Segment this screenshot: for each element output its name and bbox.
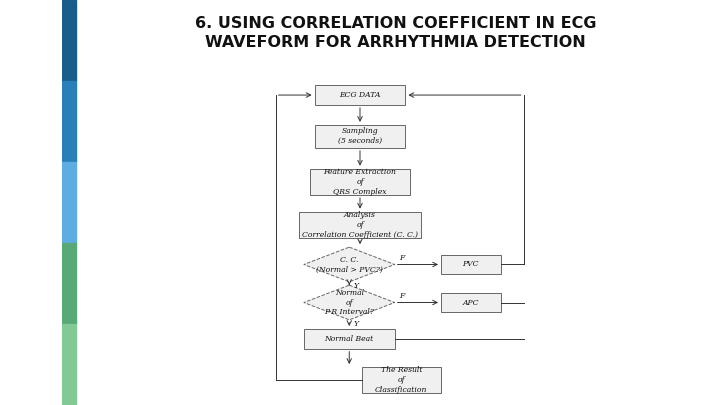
Text: WAVEFORM FOR ARRHYTHMIA DETECTION: WAVEFORM FOR ARRHYTHMIA DETECTION — [205, 36, 586, 51]
Text: Y: Y — [354, 281, 359, 290]
FancyBboxPatch shape — [310, 168, 410, 195]
Text: Feature Extraction
of
QRS Complex: Feature Extraction of QRS Complex — [323, 168, 397, 196]
Text: 6. USING CORRELATION COEFFICIENT IN ECG: 6. USING CORRELATION COEFFICIENT IN ECG — [195, 16, 596, 31]
Bar — [63, 162, 76, 243]
Text: APC: APC — [462, 298, 479, 307]
FancyBboxPatch shape — [299, 211, 421, 238]
Text: Sampling
(5 seconds): Sampling (5 seconds) — [338, 128, 382, 145]
Bar — [63, 243, 76, 324]
Bar — [63, 0, 76, 81]
Text: F: F — [399, 292, 404, 300]
Text: ECG DATA: ECG DATA — [339, 91, 381, 99]
Bar — [63, 81, 76, 162]
FancyBboxPatch shape — [315, 125, 405, 148]
FancyBboxPatch shape — [441, 255, 500, 275]
Bar — [63, 324, 76, 405]
Text: The Result
of
Classification: The Result of Classification — [375, 367, 428, 394]
Text: F: F — [399, 254, 404, 262]
FancyBboxPatch shape — [315, 85, 405, 105]
FancyBboxPatch shape — [441, 292, 500, 312]
Text: Analysis
of
Correlation Coefficient (C. C.): Analysis of Correlation Coefficient (C. … — [302, 211, 418, 239]
Text: Normal
of
P-R Interval?: Normal of P-R Interval? — [324, 289, 374, 316]
Text: Y: Y — [354, 320, 359, 328]
Polygon shape — [304, 285, 395, 320]
Text: PVC: PVC — [462, 260, 479, 269]
Text: Normal Beat: Normal Beat — [325, 335, 374, 343]
FancyBboxPatch shape — [304, 329, 395, 349]
FancyBboxPatch shape — [362, 367, 441, 393]
Text: C. C.
(Normal > PVC?): C. C. (Normal > PVC?) — [316, 256, 383, 273]
Polygon shape — [304, 247, 395, 282]
